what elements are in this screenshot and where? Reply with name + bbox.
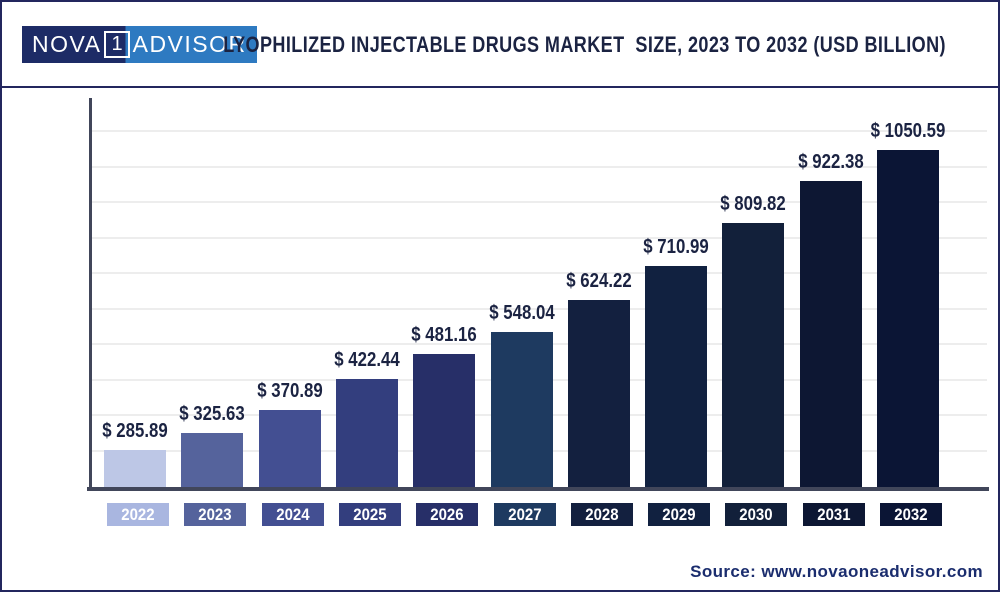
- value-label-2026: $ 481.16: [411, 324, 477, 346]
- gridline: [92, 236, 987, 239]
- plot-area: $ 285.89 $ 325.63 $ 370.89 $ 422.44 $ 481.16…: [87, 98, 989, 491]
- brand-logo: NOVA 1 ADVISOR: [22, 26, 257, 63]
- bar-2029: [645, 266, 708, 487]
- gridline: [92, 272, 987, 274]
- bar-2022: [104, 450, 166, 487]
- x-tick-2029: 2029: [648, 503, 711, 526]
- bar-2023: [181, 433, 244, 487]
- x-tick-2031: 2031: [802, 503, 865, 526]
- gridline: [92, 165, 987, 168]
- x-tick-2024: 2024: [261, 503, 324, 526]
- gridline: [92, 130, 987, 132]
- bar-2027: [490, 332, 553, 487]
- value-label-2029: $ 710.99: [643, 236, 709, 258]
- x-tick-2026: 2026: [416, 503, 479, 526]
- value-label-2028: $ 624.22: [566, 270, 632, 292]
- x-tick-2028: 2028: [570, 503, 633, 526]
- x-tick-2032: 2032: [880, 503, 942, 526]
- header: NOVA 1 ADVISOR LYOPHILIZED INJECTABLE DRUG…: [2, 2, 998, 88]
- y-axis-line: [89, 98, 92, 487]
- x-tick-2022: 2022: [107, 503, 169, 526]
- bar-2025: [335, 379, 398, 487]
- x-axis-line: [87, 487, 989, 491]
- value-label-2027: $ 548.04: [488, 302, 555, 324]
- value-label-2032: $ 1050.59: [870, 120, 946, 142]
- gridline: [92, 201, 987, 203]
- value-label-2031: $ 922.38: [797, 151, 864, 173]
- bar-2024: [258, 410, 321, 487]
- value-label-2030: $ 809.82: [720, 193, 787, 215]
- chart-area: $ 285.89 $ 325.63 $ 370.89 $ 422.44 $ 481.16…: [2, 90, 998, 590]
- value-label-2022: $ 285.89: [102, 420, 168, 442]
- gridline: [92, 307, 987, 310]
- x-tick-2023: 2023: [184, 503, 247, 526]
- logo-text-nova: NOVA: [32, 31, 102, 57]
- logo-one-badge: 1: [104, 31, 130, 58]
- x-tick-2030: 2030: [725, 503, 788, 526]
- x-tick-2025: 2025: [338, 503, 401, 526]
- x-tick-2027: 2027: [493, 503, 556, 526]
- bar-2032: [877, 150, 939, 487]
- value-label-2024: $ 370.89: [256, 380, 323, 402]
- page-title: LYOPHILIZED INJECTABLE DRUGS MARKET SIZE…: [223, 32, 947, 57]
- bar-2028: [567, 300, 630, 487]
- source-credit: Source: www.novaoneadvisor.com: [690, 562, 983, 581]
- title-container: LYOPHILIZED INJECTABLE DRUGS MARKET SIZE…: [187, 2, 983, 88]
- value-label-2023: $ 325.63: [179, 403, 245, 425]
- bar-2026: [413, 354, 476, 487]
- logo-text-advisor: ADVISOR: [132, 31, 247, 57]
- bar-2030: [722, 223, 785, 487]
- value-label-2025: $ 422.44: [334, 349, 400, 371]
- bar-2031: [799, 181, 862, 487]
